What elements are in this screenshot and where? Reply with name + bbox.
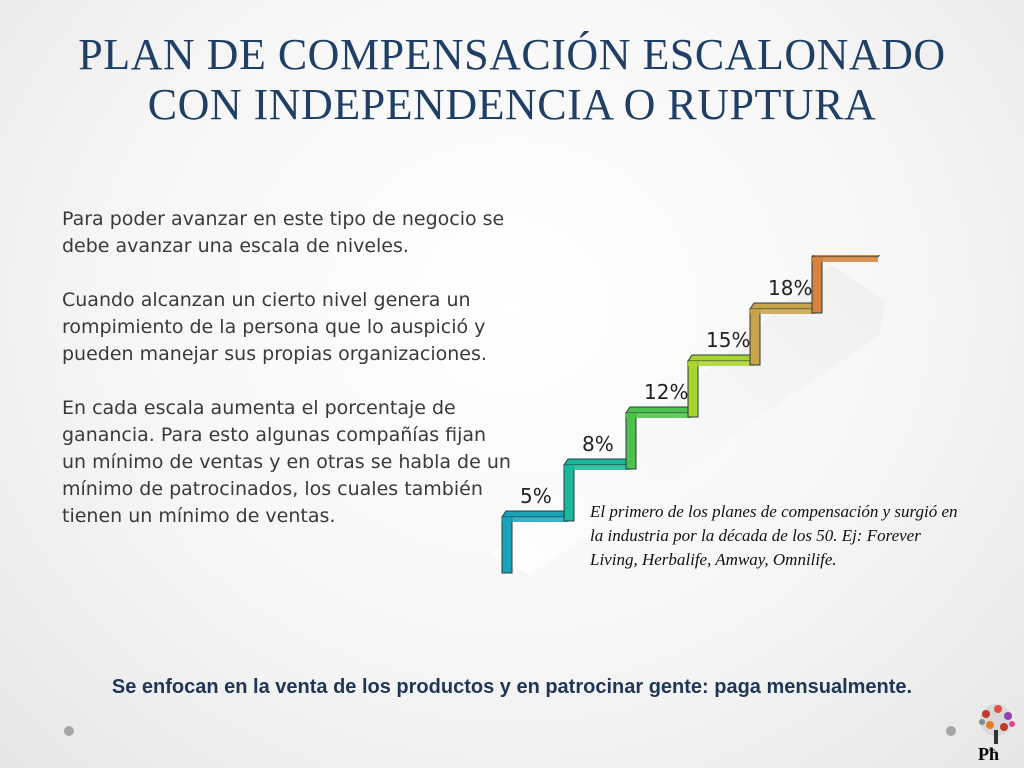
footer-text: Se enfocan en la venta de los productos … [111, 676, 913, 698]
step-tread [749, 302, 821, 310]
step-riser [563, 464, 575, 522]
step-riser [625, 412, 637, 470]
paragraph-2: Cuando alcanzan un cierto nivel genera u… [62, 289, 487, 365]
step-label: 8% [582, 432, 614, 456]
paragraph-3: En cada escala aumenta el porcentaje de … [62, 397, 511, 527]
step-tread [501, 510, 573, 518]
step-riser [501, 516, 513, 574]
step-tread [687, 354, 759, 362]
step-tread [625, 406, 697, 414]
step-3: 12% [625, 380, 697, 470]
right-bullet-dot [946, 726, 956, 736]
left-bullet-dot [64, 726, 74, 736]
caption-text: El primero de los planes de compensación… [590, 502, 958, 569]
step-face [750, 309, 816, 314]
logo-text: Pħ [978, 744, 1000, 764]
staircase-wall [490, 265, 885, 575]
step-riser [811, 256, 823, 314]
step-label: 12% [644, 380, 688, 404]
staircase-illustration: 5% 8% 12% 15% 18%21% [490, 255, 885, 575]
step-4: 15% [687, 328, 759, 418]
title-line-2: CON INDEPENDENCIA O RUPTURA [147, 80, 877, 129]
step-5: 18% [749, 276, 821, 366]
step-tread [811, 255, 880, 258]
step-label: 5% [520, 484, 552, 508]
step-1: 5% [501, 484, 573, 574]
slide-title: PLAN DE COMPENSACIÓN ESCALONADO CON INDE… [0, 30, 1024, 130]
step-riser [749, 308, 761, 366]
step-face [564, 465, 630, 470]
step-6: 21% [811, 255, 880, 314]
tree-logo-icon [979, 704, 1015, 744]
step-label: 15% [706, 328, 750, 352]
paragraph-1: Para poder avanzar en este tipo de negoc… [62, 208, 505, 257]
title-line-1: PLAN DE COMPENSACIÓN ESCALONADO [78, 30, 946, 79]
step-face [688, 361, 754, 366]
step-tread [563, 458, 635, 466]
step-label: 18% [768, 276, 812, 300]
step-face [502, 517, 568, 522]
step-face [626, 413, 692, 418]
steps-group: 5% 8% 12% 15% 18%21% [501, 255, 880, 574]
body-text: Para poder avanzar en este tipo de negoc… [62, 206, 512, 557]
step-riser [687, 360, 699, 418]
step-face [812, 257, 878, 262]
